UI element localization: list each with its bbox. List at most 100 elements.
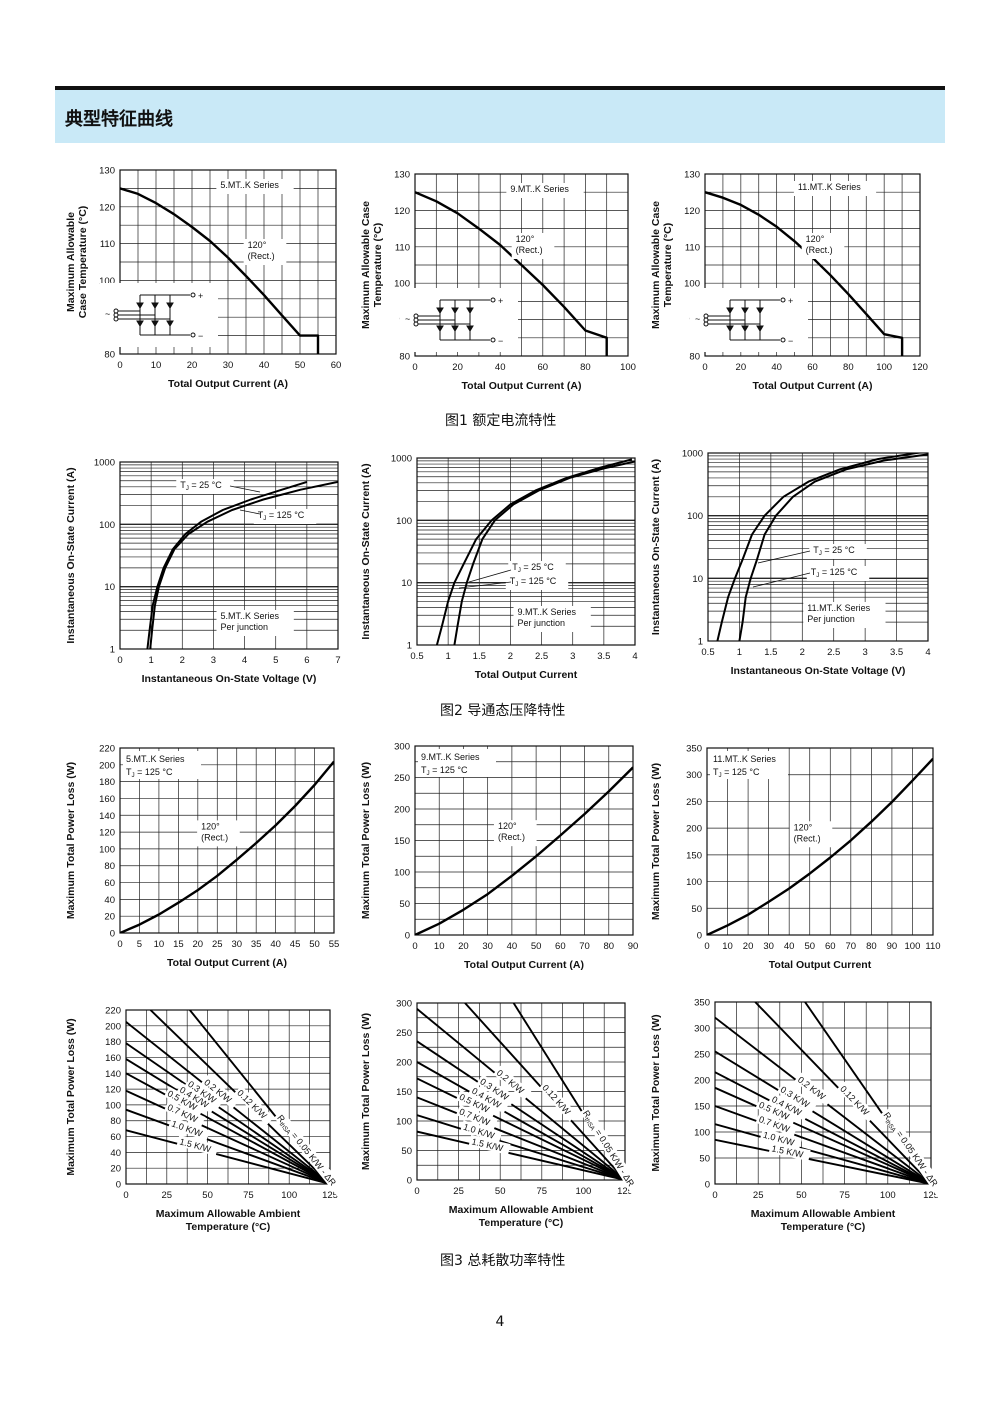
x-tick-label: 1 — [445, 651, 450, 662]
y-tick-label: 50 — [699, 1154, 710, 1165]
x-axis-title: Total Output Current — [475, 669, 578, 681]
legend: 5.MT..K Series — [126, 754, 185, 764]
legend: 11.MT..K Series — [807, 603, 870, 613]
legend-bg — [418, 749, 496, 777]
series-line — [417, 1130, 625, 1180]
line-label-bg — [456, 1104, 498, 1130]
annotation-bg — [197, 820, 240, 847]
annotation-bg — [243, 239, 287, 265]
y-tick-label: 10 — [104, 582, 115, 593]
minus-sign: − — [498, 336, 503, 346]
y-tick-label: 100 — [687, 511, 703, 522]
y-axis-title: Maximum Total Power Loss (W) — [650, 1014, 662, 1171]
y-tick-label: 250 — [396, 1028, 412, 1039]
y-tick-label: 140 — [105, 1069, 121, 1080]
x-tick-label: 4 — [632, 651, 637, 662]
x-tick-label: 80 — [603, 941, 614, 952]
diode-icon — [756, 325, 764, 332]
x-tick-label: 75 — [243, 1190, 254, 1201]
line-label-bg — [755, 1098, 797, 1125]
x-tick-label: 20 — [743, 941, 754, 952]
minus-sign: − — [788, 336, 793, 346]
x-tick-label: 45 — [290, 939, 301, 950]
y-tick-label: 150 — [686, 850, 702, 861]
plot-frame — [119, 747, 335, 934]
y-axis-title: Temperature (°C) — [662, 223, 674, 308]
minus-sign: − — [198, 331, 203, 341]
x-tick-label: 10 — [154, 939, 165, 950]
x-axis-title: Total Output Current (A) — [167, 957, 287, 969]
diode-icon — [756, 307, 764, 314]
x-tick-label: 40 — [784, 941, 795, 952]
line-label-bg — [579, 1106, 650, 1208]
series-line — [715, 1050, 931, 1184]
x-tick-label: 110 — [925, 941, 940, 952]
x-tick-label: 1.5 — [764, 647, 777, 658]
x-tick-label: 1 — [148, 655, 153, 666]
plot-marks — [415, 766, 633, 935]
y-tick-label: 80 — [110, 1116, 121, 1127]
x-tick-label: 40 — [495, 362, 506, 373]
series-line — [715, 1123, 931, 1184]
y-tick-label: 200 — [105, 1021, 121, 1032]
series-line — [149, 480, 338, 649]
y-tick-label: 20 — [110, 1164, 121, 1175]
terminal-dot — [490, 297, 496, 303]
series-line — [715, 1138, 931, 1184]
x-tick-label: 25 — [453, 1186, 464, 1197]
y-tick-label: 80 — [104, 350, 115, 361]
x-tick-label: 0 — [412, 362, 417, 373]
plot-marks — [146, 480, 338, 649]
x-tick-label: 0 — [702, 362, 707, 373]
y-tick-label: 250 — [694, 1050, 710, 1061]
x-tick-label: 10 — [722, 941, 733, 952]
x-tick-label: 100 — [905, 941, 921, 952]
y-tick-label: 80 — [399, 352, 410, 363]
series-label-bg — [253, 509, 317, 524]
ac-sign: ~ — [105, 309, 110, 319]
y-tick-label: 40 — [110, 1148, 121, 1159]
x-tick-label: 125 — [617, 1186, 633, 1197]
section-header: 典型特征曲线 — [55, 90, 945, 143]
y-tick-label: 50 — [399, 899, 410, 910]
plot-marks — [415, 191, 608, 356]
y-tick-label: 350 — [694, 998, 710, 1009]
y-tick-label: 100 — [394, 279, 410, 290]
series-line — [415, 191, 608, 356]
ac-sign: ~ — [695, 314, 700, 324]
legend-bg — [513, 606, 591, 632]
x-tick-label: 4 — [242, 655, 247, 666]
chart-ambient-5mt: 0 25 50 75 100 125 0 20 40 60 80 100 120 140 160 180 200… — [60, 1000, 354, 1240]
chart-svg: 0 5 10 15 20 25 30 35 40 45 50 55 0 20 40 60 80 100 120 140… — [65, 744, 339, 970]
y-tick-label: 120 — [105, 1085, 121, 1096]
chart-case-temp-11mt: 0204060801001208090100110120130Total Out… — [645, 160, 935, 400]
legend: 11.MT..K Series — [798, 182, 861, 192]
series-label: TJ = 125 °C — [510, 576, 557, 588]
series-line — [120, 760, 334, 933]
plot-frame — [416, 457, 636, 646]
chart-svg: 01020304050608090100110120130Total Outpu… — [65, 166, 341, 391]
label-leader — [239, 509, 261, 515]
legend-bg — [506, 183, 584, 198]
chart-case-temp-5mt: 01020304050608090100110120130Total Outpu… — [60, 160, 350, 400]
x-tick-label: 7 — [335, 655, 340, 666]
x-tick-label: 0 — [704, 941, 709, 952]
series-line — [715, 1086, 931, 1184]
x-tick-label: 2.5 — [535, 651, 548, 662]
plus-sign: + — [198, 291, 203, 301]
x-tick-label: 0 — [412, 941, 417, 952]
ac-sign: ~ — [405, 314, 410, 324]
y-axis-title: Maximum Allowable Case — [650, 201, 662, 329]
chart-power-loss-9mt: 0 10 20 30 40 50 60 70 80 90 0 50 100 150 200 250 300 Tot… — [355, 740, 645, 980]
x-tick-label: 30 — [223, 360, 234, 371]
x-tick-label: 120 — [912, 362, 928, 373]
series-label: TJ = 25 °C — [512, 562, 554, 574]
y-tick-label: 130 — [394, 170, 410, 181]
legend: TJ = 125 °C — [421, 765, 468, 777]
terminal-dot — [190, 292, 196, 298]
x-axis-title: Maximum Allowable Ambient — [156, 1208, 301, 1220]
line-label-bg — [768, 1142, 811, 1161]
x-tick-label: 50 — [531, 941, 542, 952]
x-tick-label: 125 — [322, 1190, 338, 1201]
x-tick-label: 100 — [880, 1190, 896, 1201]
